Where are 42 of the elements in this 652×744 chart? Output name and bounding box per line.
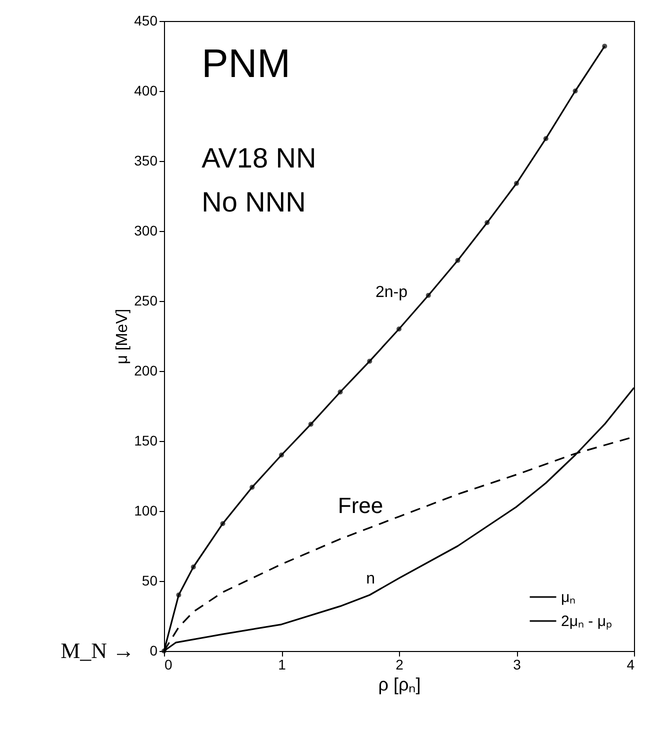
y-axis-title: μ [MeV]: [114, 308, 132, 364]
point: [190, 564, 196, 570]
point: [250, 484, 255, 490]
point: [279, 452, 284, 458]
point: [514, 180, 519, 186]
point: [308, 422, 314, 427]
point: [426, 292, 431, 298]
point: [220, 521, 226, 526]
x-tick-label: 0: [164, 656, 172, 672]
annotation: 2n-p: [376, 284, 408, 301]
point: [176, 592, 182, 598]
annotation: Free: [338, 493, 384, 518]
annotation: No NNN: [202, 186, 306, 218]
point: [602, 44, 608, 49]
point: [396, 326, 402, 332]
point: [367, 358, 372, 364]
point: [543, 136, 548, 142]
x-tick-label: 4: [626, 656, 635, 672]
point: [572, 88, 578, 94]
y-tick-label: 0: [150, 642, 158, 658]
y-tick-label: 50: [142, 572, 158, 588]
x-tick-label: 2: [396, 656, 404, 672]
legend-label: 2μₙ - μₚ: [561, 613, 612, 630]
y-tick-label: 300: [134, 222, 158, 238]
y-tick-label: 450: [134, 12, 158, 28]
annotation: PNM: [202, 42, 290, 86]
y-tick-label: 250: [134, 292, 158, 308]
annotation: n: [366, 570, 376, 588]
x-tick-label: 3: [513, 656, 522, 672]
legend-label: μₙ: [561, 589, 576, 606]
y-tick-label: 400: [134, 82, 158, 98]
y-tick-label: 100: [134, 502, 158, 518]
y-tick-label: 200: [134, 362, 158, 378]
point: [455, 258, 460, 263]
x-axis-title: ρ [ρₙ]: [378, 674, 421, 694]
point: [484, 220, 490, 226]
y-tick-label: 350: [134, 152, 158, 168]
y-tick-label: 150: [134, 432, 158, 448]
annotation: AV18 NN: [202, 142, 316, 174]
point: [338, 390, 343, 394]
text: M_N →: [60, 638, 135, 663]
x-tick-label: 1: [278, 656, 286, 672]
